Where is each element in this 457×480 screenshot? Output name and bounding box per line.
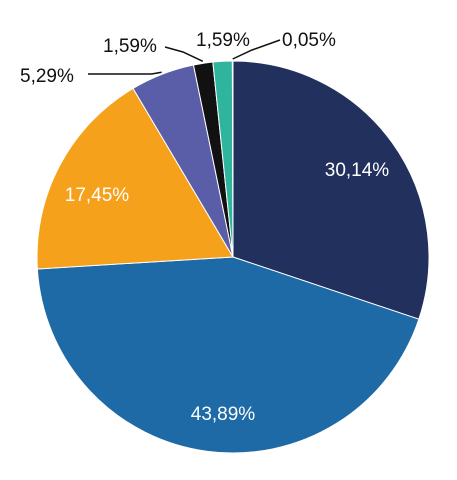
- slice-label-1: 30,14%: [325, 160, 390, 181]
- pie-slice-2: [36, 256, 420, 454]
- label-leader-lines: [88, 39, 281, 75]
- slice-label-6: 1,59%: [196, 30, 250, 51]
- leader-line-4: [88, 71, 162, 75]
- pie-slice-3: [36, 87, 234, 270]
- slice-label-5: 1,59%: [103, 36, 157, 57]
- slice-label-4: 5,29%: [20, 66, 74, 87]
- slice-labels: 30,14% 43,89% 17,45% 5,29% 1,59% 1,59% 0,05%: [20, 30, 389, 425]
- slice-label-7: 0,05%: [282, 30, 336, 51]
- pie-slice-1: [232, 60, 430, 320]
- slice-label-3: 17,45%: [65, 185, 130, 206]
- leader-line-7: [232, 39, 281, 60]
- slice-label-2: 43,89%: [191, 404, 256, 425]
- pie-slices: [36, 60, 430, 454]
- leader-line-5: [164, 46, 204, 62]
- pie-slice-7: [231, 60, 234, 258]
